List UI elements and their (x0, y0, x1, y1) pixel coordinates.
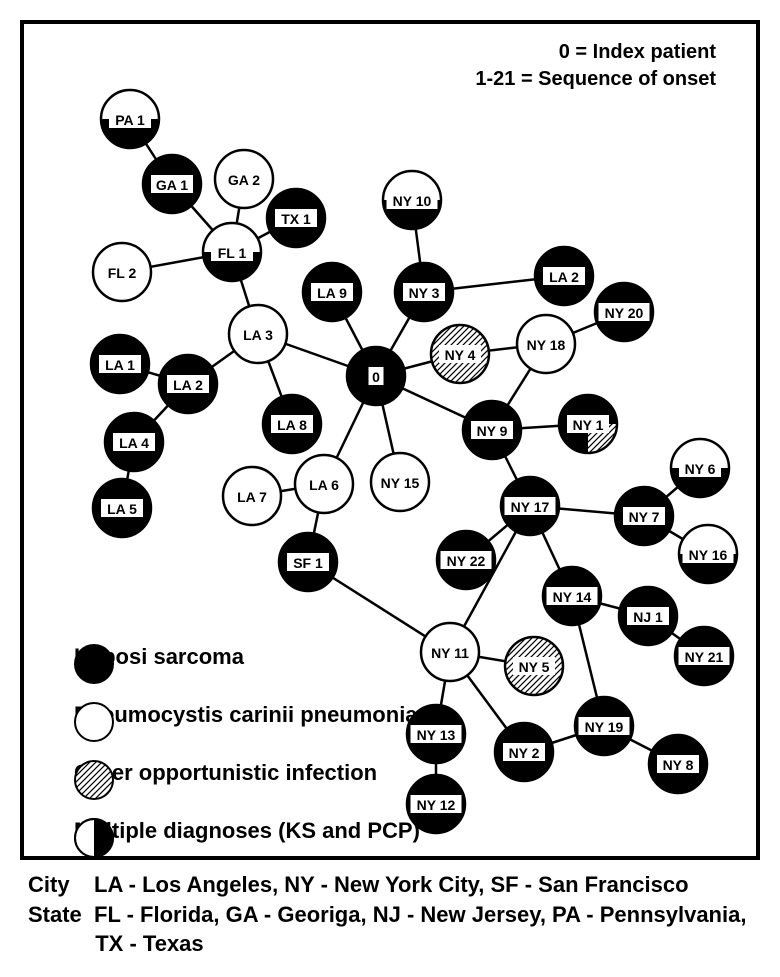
legend-label: Multiple diagnoses (KS and PCP) (74, 818, 420, 844)
node-TX1: TX 1 (267, 189, 325, 247)
node-label: LA 1 (105, 357, 135, 373)
legend-swatch-pcp (74, 702, 114, 742)
node-FL1: FL 1 (203, 223, 261, 281)
node-label: NY 12 (417, 797, 456, 813)
node-NY4: NY 4 (431, 325, 489, 383)
node-label: NY 15 (381, 475, 420, 491)
node-LA6: LA 6 (295, 455, 353, 513)
node-LA4: LA 4 (105, 413, 163, 471)
node-NY22: NY 22 (437, 531, 495, 589)
node-label: NY 9 (477, 423, 508, 439)
node-label: NY 1 (573, 417, 604, 433)
node-label: NY 21 (685, 649, 724, 665)
node-NY14: NY 14 (543, 567, 601, 625)
node-label: LA 7 (237, 489, 267, 505)
node-NY2: NY 2 (495, 723, 553, 781)
node-NY21: NY 21 (675, 627, 733, 685)
node-NY7: NY 7 (615, 487, 673, 545)
node-label: FL 1 (218, 245, 247, 261)
node-label: NY 5 (519, 659, 550, 675)
footer-line: TX - Texas (28, 929, 752, 959)
node-label: LA 9 (317, 285, 347, 301)
legend-row-multiple: Multiple diagnoses (KS and PCP) (74, 818, 420, 844)
network-graph: PA 1 GA 1 GA 2 TX 1 FL 1 FL 2 LA 3 LA 1 LA 2 LA 4… (24, 24, 756, 856)
node-NY5: NY 5 (505, 637, 563, 695)
node-label: PA 1 (115, 112, 145, 128)
node-LA2: LA 2 (159, 355, 217, 413)
node-label: GA 2 (228, 172, 260, 188)
footer-key: City LA - Los Angeles, NY - New York Cit… (28, 870, 752, 959)
legend-swatch-multiple (74, 818, 114, 858)
node-NY3: NY 3 (395, 263, 453, 321)
node-NY10: NY 10 (383, 171, 441, 229)
node-label: 0 (372, 369, 380, 385)
node-label: NY 2 (509, 745, 540, 761)
node-label: NY 16 (689, 547, 728, 563)
node-LA1: LA 1 (91, 335, 149, 393)
node-LA8: LA 8 (263, 395, 321, 453)
legend-row-pcp: Pneumocystis carinii pneumonia (74, 702, 418, 728)
legend-swatch-ks (74, 644, 114, 684)
node-NY20: NY 20 (595, 283, 653, 341)
node-NY9: NY 9 (463, 401, 521, 459)
legend-label: Pneumocystis carinii pneumonia (74, 702, 418, 728)
node-LA9: LA 9 (303, 263, 361, 321)
node-O: 0 (347, 347, 405, 405)
page-root: 0 = Index patient 1-21 = Sequence of ons… (0, 0, 780, 977)
node-NY19: NY 19 (575, 697, 633, 755)
node-label: NY 17 (511, 499, 550, 515)
node-NY17: NY 17 (501, 477, 559, 535)
footer-line: State FL - Florida, GA - Georiga, NJ - N… (28, 900, 752, 930)
node-GA1: GA 1 (143, 155, 201, 213)
node-label: FL 2 (108, 265, 137, 281)
node-label: NY 4 (445, 347, 476, 363)
node-label: LA 3 (243, 327, 273, 343)
node-LA3: LA 3 (229, 305, 287, 363)
node-label: LA 8 (277, 417, 307, 433)
node-PA1: PA 1 (101, 90, 159, 148)
node-LA2b: LA 2 (535, 247, 593, 305)
node-NY1: NY 1 (559, 395, 617, 453)
node-label: NY 10 (393, 193, 432, 209)
node-label: LA 4 (119, 435, 149, 451)
node-label: NY 14 (553, 589, 592, 605)
node-SF1: SF 1 (279, 533, 337, 591)
node-NY15: NY 15 (371, 453, 429, 511)
node-label: NY 8 (663, 757, 694, 773)
node-label: LA 2 (173, 377, 203, 393)
legend-row-ks: Kaposi sarcoma (74, 644, 244, 670)
legend-swatch-other (74, 760, 114, 800)
node-LA5: LA 5 (93, 479, 151, 537)
diagram-frame: 0 = Index patient 1-21 = Sequence of ons… (20, 20, 760, 860)
node-NY16: NY 16 (679, 525, 737, 583)
node-NY11: NY 11 (421, 623, 479, 681)
node-NY6: NY 6 (671, 439, 729, 497)
node-FL2: FL 2 (93, 243, 151, 301)
node-label: NY 18 (527, 337, 566, 353)
footer-line: City LA - Los Angeles, NY - New York Cit… (28, 870, 752, 900)
node-label: LA 5 (107, 501, 137, 517)
node-label: NY 22 (447, 553, 486, 569)
legend-label: Other opportunistic infection (74, 760, 377, 786)
node-label: NY 7 (629, 509, 660, 525)
node-NY8: NY 8 (649, 735, 707, 793)
node-GA2: GA 2 (215, 150, 273, 208)
node-NJ1: NJ 1 (619, 587, 677, 645)
node-label: NY 13 (417, 727, 456, 743)
node-NY18: NY 18 (517, 315, 575, 373)
node-label: NY 6 (685, 461, 716, 477)
node-label: TX 1 (281, 211, 311, 227)
node-label: NY 11 (431, 645, 469, 661)
node-label: LA 2 (549, 269, 579, 285)
node-label: GA 1 (156, 177, 188, 193)
node-LA7: LA 7 (223, 467, 281, 525)
node-label: NJ 1 (633, 609, 663, 625)
node-label: NY 19 (585, 719, 624, 735)
node-label: NY 20 (605, 305, 644, 321)
node-label: NY 3 (409, 285, 440, 301)
node-label: LA 6 (309, 477, 339, 493)
node-label: SF 1 (293, 555, 323, 571)
legend-row-other: Other opportunistic infection (74, 760, 377, 786)
